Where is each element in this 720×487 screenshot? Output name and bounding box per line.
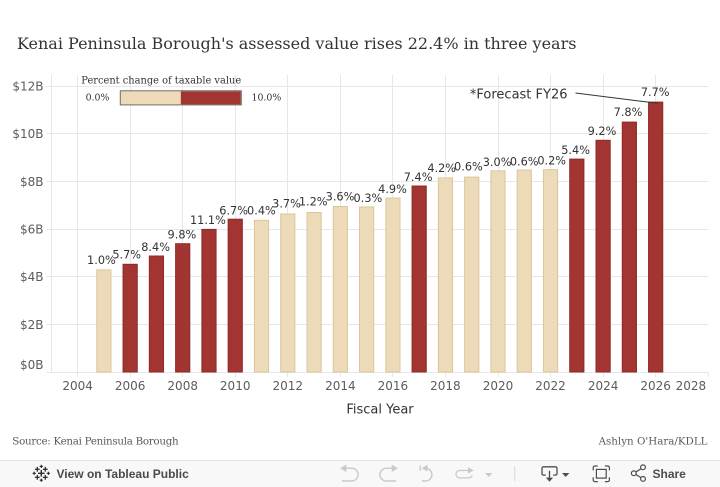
svg-text:0.6%: 0.6% [510, 155, 539, 168]
svg-text:5.4%: 5.4% [561, 144, 590, 157]
svg-text:7.4%: 7.4% [404, 171, 433, 184]
svg-text:2024: 2024 [588, 379, 619, 393]
svg-text:$2B: $2B [20, 318, 44, 332]
svg-text:2010: 2010 [220, 379, 251, 393]
svg-text:2020: 2020 [483, 379, 514, 393]
svg-text:5.7%: 5.7% [112, 248, 141, 261]
svg-text:0.0%: 0.0% [86, 93, 110, 104]
svg-text:Percent change of taxable valu: Percent change of taxable value [81, 76, 241, 87]
svg-text:$4B: $4B [20, 270, 44, 284]
svg-text:$6B: $6B [20, 223, 44, 237]
svg-text:4.9%: 4.9% [378, 183, 407, 196]
svg-text:0.4%: 0.4% [247, 204, 276, 217]
svg-text:Fiscal Year: Fiscal Year [346, 403, 414, 418]
svg-text:Source: Kenai Peninsula Boroug: Source: Kenai Peninsula Borough [12, 436, 179, 448]
svg-text:Ashlyn O'Hara/KDLL: Ashlyn O'Hara/KDLL [598, 435, 708, 447]
svg-text:0.6%: 0.6% [454, 160, 483, 173]
svg-text:1.2%: 1.2% [299, 196, 328, 209]
svg-text:2018: 2018 [430, 379, 461, 393]
svg-text:2016: 2016 [378, 379, 409, 393]
svg-text:7.8%: 7.8% [614, 106, 643, 119]
svg-text:8.4%: 8.4% [141, 241, 170, 254]
svg-text:2004: 2004 [62, 379, 93, 393]
svg-text:11.1%: 11.1% [190, 214, 226, 227]
svg-text:6.7%: 6.7% [219, 204, 248, 217]
svg-text:2008: 2008 [167, 379, 198, 393]
svg-text:2014: 2014 [325, 379, 356, 393]
svg-text:0.2%: 0.2% [537, 155, 566, 168]
svg-text:2028: 2028 [676, 379, 707, 393]
svg-text:$8B: $8B [20, 175, 44, 189]
svg-text:2006: 2006 [115, 379, 146, 393]
svg-text:3.6%: 3.6% [326, 191, 355, 204]
svg-text:4.2%: 4.2% [427, 162, 456, 175]
svg-text:10.0%: 10.0% [252, 93, 282, 104]
svg-text:1.0%: 1.0% [87, 254, 116, 267]
svg-text:2022: 2022 [535, 379, 566, 393]
svg-text:9.2%: 9.2% [588, 125, 617, 138]
svg-text:3.7%: 3.7% [272, 197, 301, 210]
svg-text:2026: 2026 [640, 379, 671, 393]
svg-text:3.0%: 3.0% [483, 156, 512, 169]
svg-text:Kenai Peninsula Borough's asse: Kenai Peninsula Borough's assessed value… [17, 34, 576, 53]
svg-text:7.7%: 7.7% [641, 86, 670, 99]
svg-text:2012: 2012 [273, 379, 304, 393]
svg-text:0.3%: 0.3% [354, 192, 383, 205]
svg-text:$0B: $0B [20, 358, 44, 372]
svg-text:$10B: $10B [12, 127, 43, 141]
svg-text:View on Tableau Public: View on Tableau Public [57, 467, 190, 481]
svg-text:9.8%: 9.8% [168, 229, 197, 242]
svg-text:Share: Share [653, 467, 687, 481]
svg-text:$12B: $12B [12, 80, 43, 94]
svg-text:*Forecast FY26: *Forecast FY26 [470, 88, 568, 103]
